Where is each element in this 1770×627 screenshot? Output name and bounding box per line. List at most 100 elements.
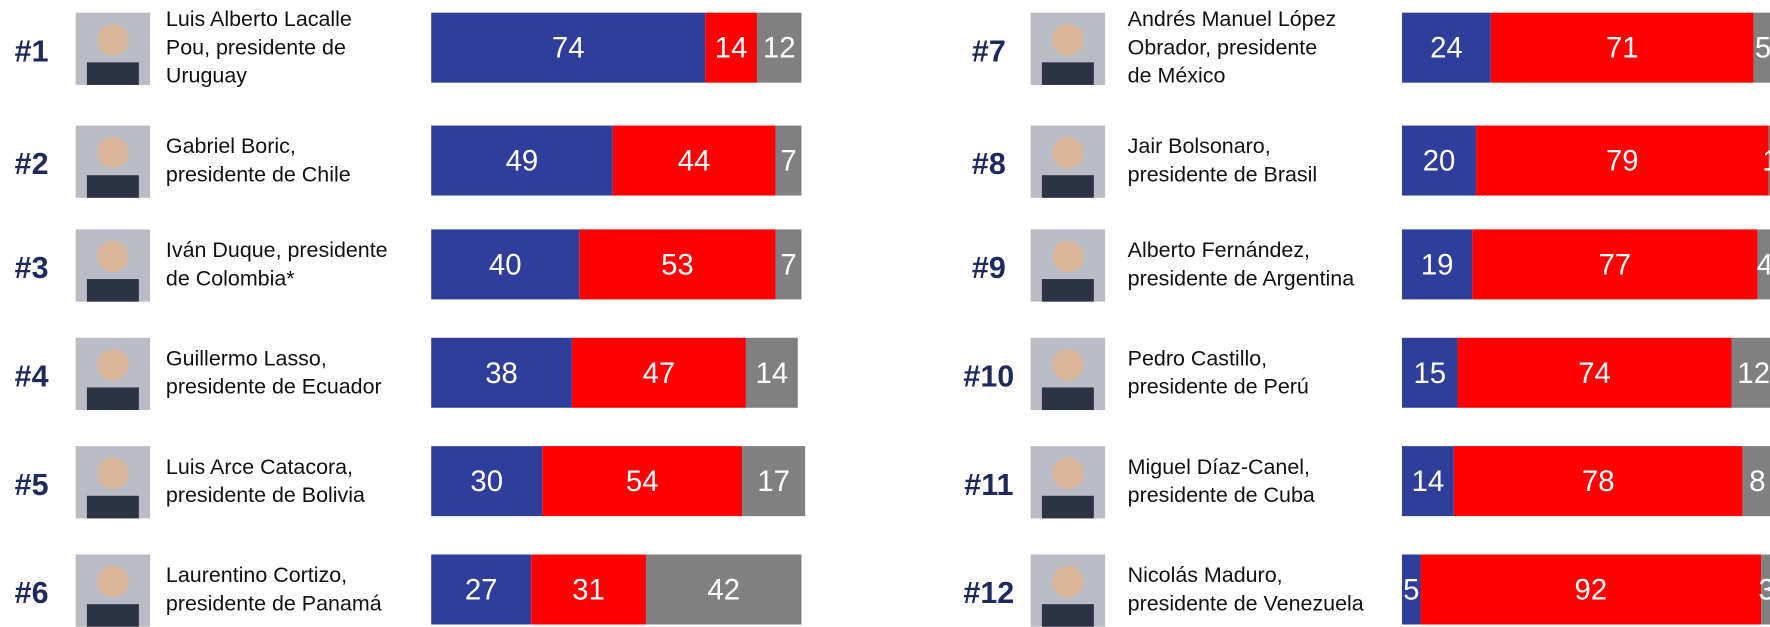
value-label: 38 bbox=[485, 357, 518, 390]
value-label: 27 bbox=[465, 574, 498, 607]
name: Iván Duque, presidente bbox=[166, 238, 388, 262]
photo-body bbox=[1041, 604, 1094, 627]
photo-head bbox=[97, 136, 129, 169]
value-label: 42 bbox=[707, 574, 740, 607]
bar-segment bbox=[431, 229, 580, 300]
value-label: 3 bbox=[1759, 574, 1770, 607]
rank: #10 bbox=[963, 359, 1014, 393]
rank: #2 bbox=[15, 147, 49, 181]
value-label: 92 bbox=[1575, 574, 1608, 607]
photo-body bbox=[1041, 387, 1094, 411]
bar-segment bbox=[1402, 337, 1458, 408]
bar-segment bbox=[1731, 337, 1770, 408]
value-label: 8 bbox=[1749, 465, 1765, 498]
value-label: 74 bbox=[552, 32, 585, 65]
bar-segment bbox=[1757, 229, 1770, 300]
bar-segment bbox=[431, 12, 706, 83]
name: Uruguay bbox=[166, 64, 247, 88]
bar-segment bbox=[1420, 554, 1762, 625]
rank: #5 bbox=[15, 468, 49, 502]
name: presidente de Cuba bbox=[1128, 483, 1315, 507]
photo-head bbox=[97, 349, 129, 381]
bar-segment bbox=[742, 446, 806, 517]
bar-segment bbox=[757, 12, 802, 83]
bar-segment bbox=[1476, 125, 1769, 196]
name: Andrés Manuel López bbox=[1128, 7, 1337, 31]
bar-segment bbox=[542, 446, 743, 517]
name: Pedro Castillo, bbox=[1128, 346, 1267, 370]
value-label: 24 bbox=[1430, 32, 1463, 65]
name: presidente de Brasil bbox=[1128, 162, 1317, 186]
value-label: 74 bbox=[1578, 357, 1611, 390]
value-label: 4 bbox=[1757, 248, 1770, 281]
photo-body bbox=[86, 604, 139, 627]
rank: #7 bbox=[972, 34, 1006, 68]
bar-segment bbox=[775, 229, 802, 300]
name: presidente de Venezuela bbox=[1128, 591, 1364, 615]
bar-segment bbox=[1768, 125, 1770, 196]
rank: #9 bbox=[972, 251, 1006, 285]
bar-segment bbox=[1457, 337, 1732, 408]
name: Gabriel Boric, bbox=[166, 134, 296, 158]
value-label: 44 bbox=[678, 145, 711, 178]
photo-body bbox=[86, 387, 139, 411]
value-label: 78 bbox=[1582, 465, 1615, 498]
name: presidente de Chile bbox=[166, 162, 351, 186]
value-label: 77 bbox=[1599, 248, 1632, 281]
value-label: 12 bbox=[763, 32, 796, 65]
rank: #6 bbox=[15, 576, 49, 610]
bar-segment bbox=[645, 554, 802, 625]
value-label: 54 bbox=[626, 465, 659, 498]
bar-segment bbox=[1753, 12, 1770, 83]
value-label: 30 bbox=[470, 465, 503, 498]
value-label: 15 bbox=[1413, 357, 1446, 390]
name: Miguel Díaz-Canel, bbox=[1128, 455, 1310, 479]
name: presidente de Panamá bbox=[166, 591, 382, 615]
photo-head bbox=[1052, 565, 1084, 598]
bar-segment bbox=[745, 337, 798, 408]
photo-body bbox=[86, 495, 139, 519]
photo-head bbox=[1052, 136, 1084, 169]
name: Laurentino Cortizo, bbox=[166, 563, 347, 587]
name: presidente de Argentina bbox=[1128, 266, 1355, 290]
value-label: 79 bbox=[1606, 145, 1639, 178]
value-label: 5 bbox=[1403, 574, 1419, 607]
name: Luis Alberto Lacalle bbox=[166, 7, 352, 31]
bar-segment bbox=[571, 337, 746, 408]
bar-segment bbox=[705, 12, 758, 83]
value-label: 20 bbox=[1423, 145, 1456, 178]
photo-body bbox=[1041, 175, 1094, 198]
photo-body bbox=[86, 62, 139, 85]
value-label: 14 bbox=[1412, 465, 1445, 498]
photo-head bbox=[1052, 349, 1084, 381]
value-label: 17 bbox=[757, 465, 790, 498]
name: Luis Arce Catacora, bbox=[166, 455, 353, 479]
bar-segment bbox=[579, 229, 776, 300]
value-label: 7 bbox=[780, 145, 796, 178]
photo-body bbox=[1041, 279, 1094, 302]
bar-segment bbox=[1453, 446, 1743, 517]
bar-segment bbox=[1490, 12, 1754, 83]
bar-segment bbox=[612, 125, 776, 196]
name: Pou, presidente de bbox=[166, 35, 346, 59]
bar-segment bbox=[531, 554, 646, 625]
bar-segment bbox=[1402, 446, 1454, 517]
value-label: 31 bbox=[572, 574, 605, 607]
value-label: 49 bbox=[506, 145, 539, 178]
photo-head bbox=[1052, 240, 1084, 273]
name: de México bbox=[1128, 64, 1226, 88]
value-label: 40 bbox=[489, 248, 522, 281]
bar-segment bbox=[431, 446, 543, 517]
value-label: 53 bbox=[661, 248, 694, 281]
value-label: 47 bbox=[643, 357, 676, 390]
bar-segment bbox=[775, 125, 802, 196]
photo-body bbox=[86, 175, 139, 198]
bar-segment bbox=[431, 125, 613, 196]
name: presidente de Perú bbox=[1128, 375, 1309, 399]
bar-segment bbox=[431, 554, 532, 625]
photo-head bbox=[97, 240, 129, 273]
photo-head bbox=[97, 565, 129, 598]
bar-segment bbox=[1761, 554, 1770, 625]
